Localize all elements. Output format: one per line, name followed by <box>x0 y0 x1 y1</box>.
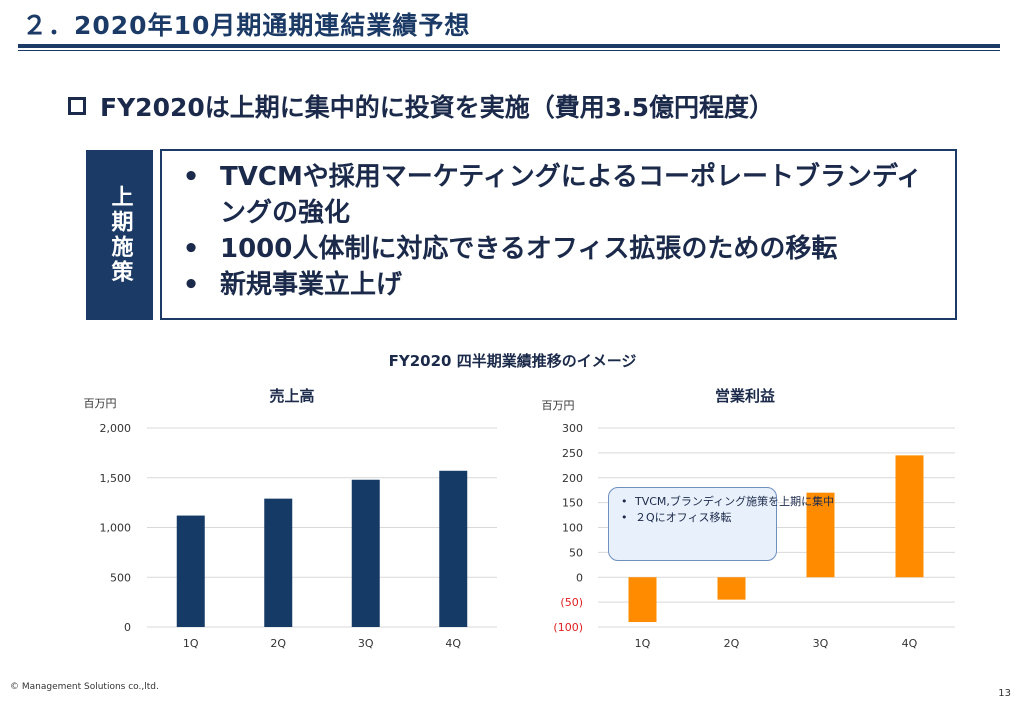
x-tick-label: 1Q <box>635 637 651 650</box>
bar <box>895 455 924 578</box>
measures-box: • TVCMや採用マーケティングによるコーポレートブランディングの強化 • 10… <box>160 149 957 320</box>
measure-text: TVCMや採用マーケティングによるコーポレートブランディングの強化 <box>220 162 923 228</box>
headline: FY2020は上期に集中的に投資を実施（費用3.5億円程度） <box>68 88 774 124</box>
measure-item: • TVCMや採用マーケティングによるコーポレートブランディングの強化 <box>162 159 945 231</box>
bar <box>806 492 835 578</box>
measure-text: 新規事業立上げ <box>220 270 403 300</box>
y-tick-label: 1,000 <box>100 522 132 535</box>
note-item: • TVCM,ブランディング施策を上期に集中 <box>621 494 834 510</box>
bullet-icon: • <box>621 495 628 508</box>
note-text: TVCM,ブランディング施策を上期に集中 <box>635 495 835 508</box>
page-number: 13 <box>998 688 1011 699</box>
note-text: ２Qにオフィス移転 <box>635 511 732 524</box>
y-tick-label: 150 <box>562 497 583 510</box>
unit-label: 百万円 <box>542 399 575 412</box>
y-tick-label: (50) <box>560 596 583 609</box>
page-title: ２．2020年10月期通期連結業績予想 <box>22 11 471 40</box>
bullet-icon: • <box>621 511 628 524</box>
y-tick-label: (100) <box>553 621 583 634</box>
y-tick-label: 0 <box>576 571 583 584</box>
headline-text: FY2020は上期に集中的に投資を実施（費用3.5億円程度） <box>100 93 775 122</box>
side-label: 上期施策 <box>86 150 153 320</box>
y-tick-label: 200 <box>562 472 583 485</box>
chart-title: 売上高 <box>269 387 314 405</box>
bar <box>264 498 293 627</box>
y-tick-label: 0 <box>124 621 131 634</box>
chart-title: 営業利益 <box>715 387 775 405</box>
bullet-icon: • <box>182 162 200 192</box>
bar <box>628 577 657 623</box>
bar <box>351 479 380 627</box>
title-underline-thin <box>18 50 1000 51</box>
y-tick-label: 300 <box>562 422 583 435</box>
x-tick-label: 4Q <box>445 637 461 650</box>
square-bullet-icon <box>68 97 86 115</box>
y-tick-label: 50 <box>569 546 583 559</box>
copyright: © Management Solutions co.,ltd. <box>10 682 159 692</box>
note-item: • ２Qにオフィス移転 <box>621 510 766 526</box>
bullet-icon: • <box>182 234 200 264</box>
y-tick-label: 500 <box>110 571 131 584</box>
note-callout: • TVCM,ブランディング施策を上期に集中 • ２Qにオフィス移転 <box>608 487 834 561</box>
unit-label: 百万円 <box>84 397 117 410</box>
x-tick-label: 3Q <box>358 637 374 650</box>
charts-heading: FY2020 四半期業績推移のイメージ <box>388 352 637 370</box>
y-tick-label: 1,500 <box>100 472 132 485</box>
bar <box>176 515 205 627</box>
x-tick-label: 4Q <box>902 637 918 650</box>
bar <box>717 577 746 600</box>
measure-item: • 1000人体制に対応できるオフィス拡張のための移転 <box>162 231 945 267</box>
y-tick-label: 250 <box>562 447 583 460</box>
x-tick-label: 1Q <box>183 637 199 650</box>
bar <box>439 470 468 627</box>
side-label-text: 上期施策 <box>107 185 133 285</box>
measure-text: 1000人体制に対応できるオフィス拡張のための移転 <box>220 234 838 264</box>
x-tick-label: 3Q <box>813 637 829 650</box>
y-tick-label: 100 <box>562 522 583 535</box>
bullet-icon: • <box>182 270 200 300</box>
title-underline <box>18 44 1000 48</box>
measure-item: • 新規事業立上げ <box>162 267 945 303</box>
y-tick-label: 2,000 <box>100 422 132 435</box>
x-tick-label: 2Q <box>270 637 286 650</box>
x-tick-label: 2Q <box>724 637 740 650</box>
